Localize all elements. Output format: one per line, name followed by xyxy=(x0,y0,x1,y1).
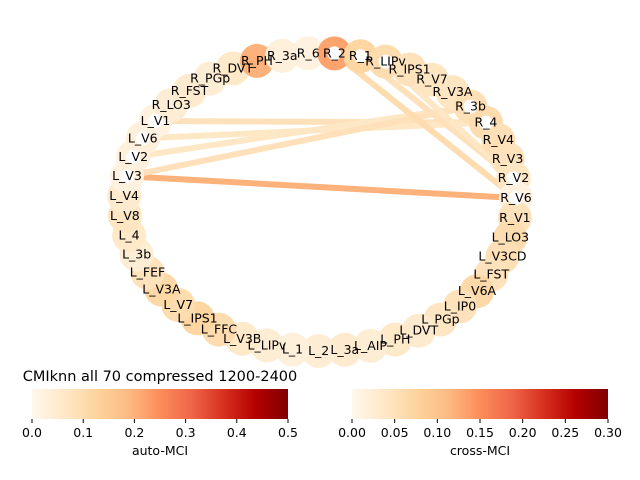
node-L_3a xyxy=(327,332,362,367)
node-label-R_V2: R_V2 xyxy=(498,170,529,185)
node-L_1 xyxy=(275,332,310,367)
node-L_AIP xyxy=(353,328,388,363)
colorbar-tick-label: 0.20 xyxy=(509,425,537,440)
node-anchor-R_LIPv xyxy=(378,54,393,69)
node-label-R_FST: R_FST xyxy=(171,83,209,98)
node-label-L_IPS1: L_IPS1 xyxy=(177,310,217,325)
node-anchor-L_V2 xyxy=(126,149,141,164)
node-label-R_V3: R_V3 xyxy=(492,151,523,166)
node-label-L_V3CD: L_V3CD xyxy=(478,249,526,264)
colorbar-auto-label: auto-MCI xyxy=(132,443,188,458)
colorbar-cross-label: cross-MCI xyxy=(450,443,510,458)
node-label-R_3b: R_3b xyxy=(455,99,486,114)
node-label-L_1: L_1 xyxy=(282,342,303,357)
node-label-L_PH: L_PH xyxy=(380,332,410,347)
node-R_6 xyxy=(291,36,326,71)
node-label-R_V3A: R_V3A xyxy=(432,84,472,99)
colorbar-tick-label: 0.10 xyxy=(423,425,451,440)
colorbar-tick-label: 0.05 xyxy=(381,425,409,440)
node-label-R_V6: R_V6 xyxy=(500,190,531,205)
node-label-L_FEF: L_FEF xyxy=(130,265,166,280)
nodes-layer xyxy=(107,36,533,368)
node-label-L_PGp: L_PGp xyxy=(421,312,459,327)
node-label-L_FST: L_FST xyxy=(473,266,509,281)
node-label-L_V1: L_V1 xyxy=(141,113,171,128)
colorbar-tick-label: 0.3 xyxy=(176,425,196,440)
node-anchor-R_V6 xyxy=(508,191,523,206)
node-label-L_3a: L_3a xyxy=(330,342,359,357)
node-label-L_LIPv: L_LIPv xyxy=(248,337,287,352)
node-label-R_4: R_4 xyxy=(474,115,497,130)
node-label-R_V7: R_V7 xyxy=(416,72,447,87)
node-anchor-R_V2 xyxy=(506,171,521,186)
node-anchor-R_1 xyxy=(353,49,368,64)
edge-L_V3-R_V6 xyxy=(126,173,517,202)
node-label-R_6: R_6 xyxy=(297,45,320,60)
colorbar-auto-mci: 0.0 0.1 0.2 0.3 0.4 0.5 auto-MCI xyxy=(22,389,298,458)
node-label-L_V2: L_V2 xyxy=(118,149,148,164)
edge-R_2-R_V6 xyxy=(332,51,518,201)
node-label-L_4: L_4 xyxy=(118,228,139,243)
colorbar-cross-gradient xyxy=(352,389,608,419)
node-label-R_LIPv: R_LIPv xyxy=(365,54,406,69)
node-anchor-R_2 xyxy=(327,46,342,61)
node-label-R_PH: R_PH xyxy=(241,53,273,68)
node-anchor-L_V6 xyxy=(135,131,150,146)
node-label-L_V6: L_V6 xyxy=(128,130,158,145)
node-label-R_2: R_2 xyxy=(323,45,346,60)
node-label-L_FFC: L_FFC xyxy=(201,322,238,337)
node-L_2 xyxy=(301,333,336,368)
colorbar-tick-label: 0.25 xyxy=(551,425,579,440)
node-label-L_V6A: L_V6A xyxy=(458,283,497,298)
colorbar-tick-label: 0.0 xyxy=(22,425,42,440)
node-label-R_1: R_1 xyxy=(349,48,372,63)
node-label-L_V4: L_V4 xyxy=(109,188,139,203)
node-R_3a xyxy=(265,38,300,73)
node-anchor-R_3b xyxy=(463,99,478,114)
node-label-L_V3A: L_V3A xyxy=(142,282,181,297)
node-label-L_LO3: L_LO3 xyxy=(492,230,530,245)
colorbar-auto-gradient xyxy=(32,389,288,419)
chart-title: CMIknn all 70 compressed 1200-2400 xyxy=(23,369,298,385)
node-label-L_IP0: L_IP0 xyxy=(444,298,476,313)
node-label-R_DVT: R_DVT xyxy=(213,61,254,76)
node-anchor-L_V1 xyxy=(148,113,163,128)
colorbar-tick-label: 0.15 xyxy=(466,425,494,440)
colorbar-tick-label: 0.1 xyxy=(73,425,93,440)
colorbar-tick-label: 0.5 xyxy=(278,425,298,440)
node-label-L_V7: L_V7 xyxy=(163,297,193,312)
node-label-R_V4: R_V4 xyxy=(483,132,514,147)
node-label-R_IPS1: R_IPS1 xyxy=(389,61,431,76)
node-label-L_3b: L_3b xyxy=(122,247,151,262)
node-label-L_DVT: L_DVT xyxy=(399,323,438,338)
colorbar-tick-label: 0.00 xyxy=(338,425,366,440)
node-label-L_V3B: L_V3B xyxy=(223,331,261,346)
node-label-L_AIP: L_AIP xyxy=(354,338,387,353)
colorbar-tick-label: 0.30 xyxy=(594,425,622,440)
colorbar-tick-label: 0.4 xyxy=(227,425,247,440)
node-label-R_V1: R_V1 xyxy=(499,210,530,225)
node-label-L_V8: L_V8 xyxy=(110,208,140,223)
node-label-R_3a: R_3a xyxy=(267,48,298,63)
node-label-R_PGp: R_PGp xyxy=(190,71,230,86)
colorbar-tick-label: 0.2 xyxy=(124,425,144,440)
node-anchor-R_4 xyxy=(478,115,493,130)
node-label-R_LO3: R_LO3 xyxy=(152,97,191,112)
node-anchor-L_V3 xyxy=(119,169,134,184)
node-label-L_V3: L_V3 xyxy=(112,168,142,183)
colorbar-cross-mci: 0.00 0.05 0.10 0.15 0.20 0.25 0.30 cross-MCI xyxy=(338,389,622,458)
node-R_PH xyxy=(239,43,274,78)
node-label-L_2: L_2 xyxy=(308,343,329,358)
